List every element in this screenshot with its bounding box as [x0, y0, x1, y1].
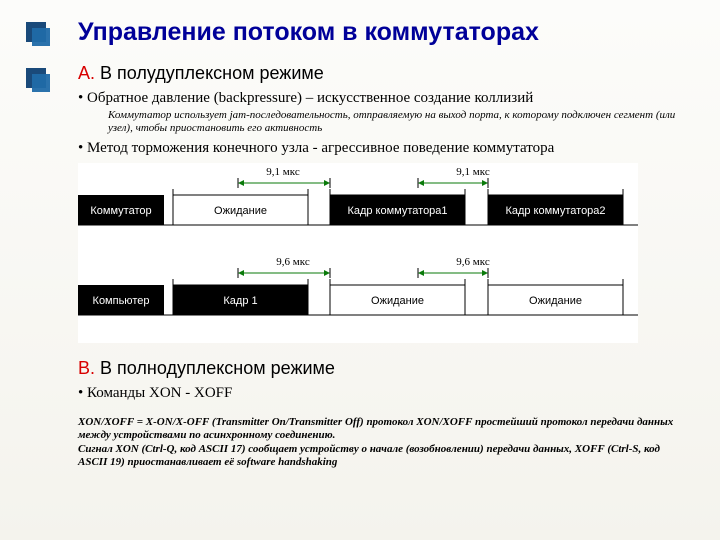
bullet-a2: • Метод торможения конечного узла - агре… — [78, 140, 690, 157]
svg-text:Коммутатор: Коммутатор — [90, 205, 151, 217]
decor-square-1 — [26, 22, 50, 46]
svg-text:Ожидание: Ожидание — [214, 205, 267, 217]
svg-text:9,1 мкс: 9,1 мкс — [456, 166, 490, 178]
slide-title: Управление потоком в коммутаторах — [78, 18, 690, 47]
svg-text:9,6 мкс: 9,6 мкс — [456, 256, 490, 268]
slide: Управление потоком в коммутаторах А. В п… — [0, 0, 720, 540]
timing-diagram: Коммутатор Компьютер Ожидание Кадр коммутат… — [78, 163, 690, 348]
decor-square-2 — [26, 68, 50, 92]
svg-text:9,6 мкс: 9,6 мкс — [276, 256, 310, 268]
section-a-text: В полудуплексном режиме — [100, 63, 324, 83]
footnote: XON/XOFF = X-ON/X-OFF (Transmitter On/Tr… — [78, 416, 690, 469]
section-b-letter: В. — [78, 358, 95, 378]
section-b-text: В полнодуплексном режиме — [100, 358, 335, 378]
svg-text:Компьютер: Компьютер — [93, 295, 150, 307]
svg-text:9,1 мкс: 9,1 мкс — [266, 166, 300, 178]
svg-text:Кадр коммутатора2: Кадр коммутатора2 — [505, 205, 605, 217]
section-a-letter: А. — [78, 63, 95, 83]
bullet-a1: • Обратное давление (backpressure) – иск… — [78, 90, 690, 107]
note-a: Коммутатор использует jam-последовательн… — [108, 109, 690, 134]
svg-text:Кадр коммутатора1: Кадр коммутатора1 — [347, 205, 447, 217]
svg-text:Кадр 1: Кадр 1 — [223, 295, 257, 307]
svg-text:Ожидание: Ожидание — [529, 295, 582, 307]
section-b-head: В. В полнодуплексном режиме — [78, 358, 690, 379]
bullet-b1: • Команды XON - XOFF — [78, 385, 690, 402]
svg-text:Ожидание: Ожидание — [371, 295, 424, 307]
timing-diagram-svg: Коммутатор Компьютер Ожидание Кадр коммутат… — [78, 163, 638, 343]
section-a-head: А. В полудуплексном режиме — [78, 63, 690, 84]
